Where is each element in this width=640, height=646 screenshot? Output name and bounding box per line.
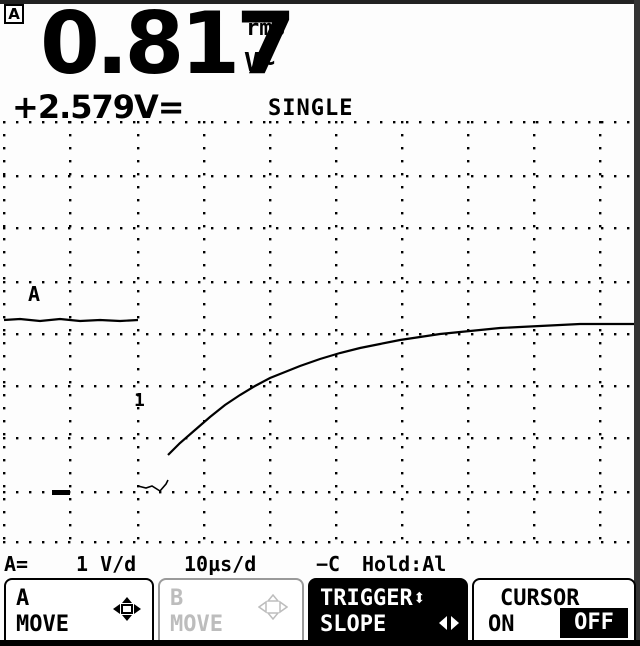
secondary-reading: +2.579V= xyxy=(12,88,185,126)
waveform-display xyxy=(3,121,634,544)
trigger-icon: −C xyxy=(316,552,341,576)
cursor-on-option[interactable]: ON xyxy=(488,612,515,637)
main-reading: 0.817 xyxy=(40,0,296,94)
top-bezel xyxy=(0,0,640,4)
baseline-marker xyxy=(52,490,70,495)
channel-scale-label: A= xyxy=(4,552,29,576)
softkey-trigger-line2: SLOPE xyxy=(320,612,387,637)
acquisition-mode: SINGLE xyxy=(268,96,354,121)
trigger-marker: 1 xyxy=(134,390,145,411)
softkey-trigger-line1: TRIGGER⬍ xyxy=(320,586,426,611)
reading-unit-rms: rms xyxy=(246,16,286,41)
bottom-bezel xyxy=(0,640,640,646)
cursor-off-option[interactable]: OFF xyxy=(560,608,628,638)
left-right-arrow-icon xyxy=(439,616,459,630)
softkey-cursor-line1: CURSOR xyxy=(500,586,580,611)
status-bar: A= 1 V/d 10µs/d −C Hold:Al xyxy=(0,552,640,578)
volts-per-div: 1 V/d xyxy=(76,552,137,576)
softkey-a-move[interactable]: A MOVE xyxy=(4,578,154,640)
four-way-arrow-icon xyxy=(258,594,288,620)
softkey-b-move[interactable]: B MOVE xyxy=(158,578,304,640)
time-per-div: 10µs/d xyxy=(184,552,257,576)
waveform-trace-rise xyxy=(167,322,634,456)
four-way-arrow-icon xyxy=(113,597,141,621)
waveform-trace-drop xyxy=(137,479,169,493)
softkey-a-move-line1: A xyxy=(16,586,30,611)
softkey-b-move-line1: B xyxy=(170,586,184,611)
trace-a-label: A xyxy=(28,282,41,306)
softkey-cursor[interactable]: CURSOR ON OFF xyxy=(472,578,636,640)
softkey-a-move-line2: MOVE xyxy=(16,612,69,637)
waveform-trace-pre xyxy=(3,317,139,323)
hold-status: Hold:Al xyxy=(362,552,447,576)
graticule xyxy=(3,121,630,544)
softkey-trigger-slope[interactable]: TRIGGER⬍ SLOPE xyxy=(308,578,468,640)
channel-badge: A xyxy=(4,4,24,24)
softkey-b-move-line2: MOVE xyxy=(170,612,223,637)
reading-unit-vac: V~ xyxy=(244,48,276,78)
right-bezel xyxy=(634,0,640,646)
